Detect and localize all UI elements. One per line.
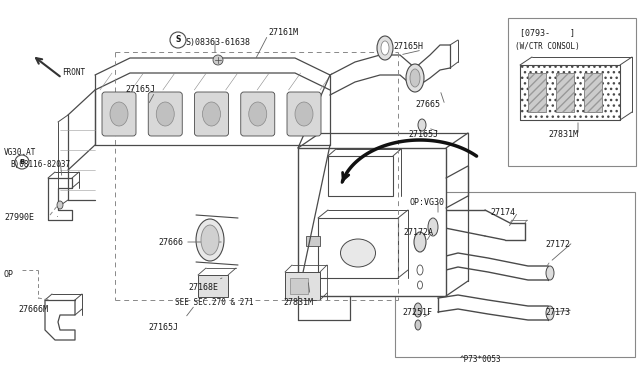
Ellipse shape <box>414 232 426 252</box>
Text: ^P73*0053: ^P73*0053 <box>460 355 502 364</box>
Bar <box>556 73 574 112</box>
Text: 27665: 27665 <box>415 100 440 109</box>
Ellipse shape <box>201 225 219 255</box>
FancyBboxPatch shape <box>148 92 182 136</box>
Text: 27666: 27666 <box>158 238 183 247</box>
Text: OP: OP <box>4 270 14 279</box>
Text: S)08363-61638: S)08363-61638 <box>185 38 250 47</box>
Text: 27172: 27172 <box>545 240 570 249</box>
Bar <box>584 73 602 112</box>
FancyBboxPatch shape <box>102 92 136 136</box>
Text: 27173: 27173 <box>545 308 570 317</box>
Text: 27161M: 27161M <box>268 28 298 37</box>
Bar <box>298 148 446 296</box>
Bar <box>528 73 546 112</box>
Ellipse shape <box>249 102 267 126</box>
Circle shape <box>170 32 186 48</box>
Text: SEE SEC.270 & 271: SEE SEC.270 & 271 <box>175 298 253 307</box>
Bar <box>198 275 228 297</box>
Ellipse shape <box>410 69 420 87</box>
Ellipse shape <box>156 102 174 126</box>
Text: 27990E: 27990E <box>4 213 34 222</box>
Ellipse shape <box>546 306 554 320</box>
Text: 27666M: 27666M <box>18 305 48 314</box>
Text: 27165J: 27165J <box>408 130 438 139</box>
Text: 27831M: 27831M <box>283 298 313 307</box>
Text: 27165H: 27165H <box>393 42 423 51</box>
FancyBboxPatch shape <box>287 92 321 136</box>
Text: B)08116-82037: B)08116-82037 <box>10 160 70 169</box>
Ellipse shape <box>110 102 128 126</box>
Ellipse shape <box>428 218 438 236</box>
Text: FRONT: FRONT <box>62 68 85 77</box>
Text: 27831M: 27831M <box>548 130 578 139</box>
Ellipse shape <box>196 219 224 261</box>
Ellipse shape <box>202 102 221 126</box>
Bar <box>290 278 308 294</box>
Ellipse shape <box>406 64 424 92</box>
Circle shape <box>213 55 223 65</box>
Ellipse shape <box>546 266 554 280</box>
Bar <box>395 192 635 357</box>
Bar <box>584 73 602 112</box>
FancyBboxPatch shape <box>241 92 275 136</box>
Bar <box>318 218 398 278</box>
FancyBboxPatch shape <box>195 92 228 136</box>
Ellipse shape <box>417 281 422 289</box>
Ellipse shape <box>295 102 313 126</box>
Text: 27251F: 27251F <box>402 308 432 317</box>
Bar <box>306 236 320 246</box>
Ellipse shape <box>57 201 63 209</box>
Text: [0793-    ]: [0793- ] <box>520 28 575 37</box>
Ellipse shape <box>377 36 393 60</box>
Bar <box>520 65 620 120</box>
Ellipse shape <box>415 320 421 330</box>
Text: 27174: 27174 <box>490 208 515 217</box>
Text: S: S <box>175 35 180 45</box>
Bar <box>328 156 393 196</box>
Text: 27168E: 27168E <box>188 283 218 292</box>
Text: B: B <box>19 159 24 165</box>
Text: VG30.AT: VG30.AT <box>4 148 36 157</box>
Bar <box>285 272 320 300</box>
Bar <box>508 18 636 166</box>
Bar <box>528 73 546 112</box>
Ellipse shape <box>381 41 389 55</box>
Text: OP:VG30: OP:VG30 <box>410 198 445 207</box>
Ellipse shape <box>414 303 422 317</box>
Text: (W/CTR CONSOL): (W/CTR CONSOL) <box>515 42 580 51</box>
Text: 27165J: 27165J <box>125 85 155 94</box>
Bar <box>556 73 574 112</box>
Ellipse shape <box>417 265 423 275</box>
Circle shape <box>15 155 29 169</box>
Ellipse shape <box>340 239 376 267</box>
Bar <box>520 65 620 120</box>
Text: 27172A: 27172A <box>403 228 433 237</box>
Text: 27165J: 27165J <box>148 323 178 332</box>
Ellipse shape <box>418 119 426 131</box>
